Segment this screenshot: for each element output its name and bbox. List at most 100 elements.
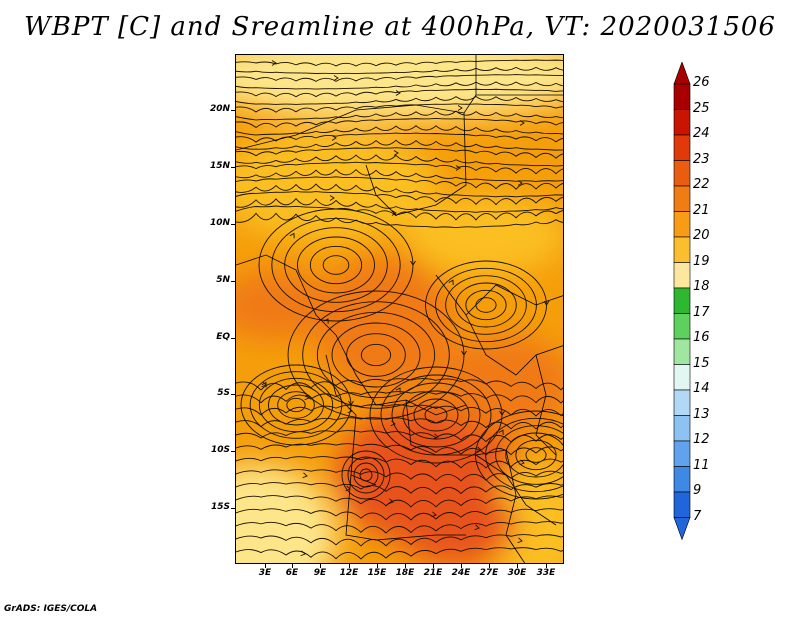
stream-arrow	[304, 394, 310, 401]
streamline	[236, 81, 563, 90]
lon-label: 9E	[313, 568, 327, 578]
colorbar-label: 26	[693, 75, 710, 90]
stream-arrow	[302, 472, 308, 479]
lat-label: 10S	[210, 445, 230, 455]
stream-arrow	[461, 350, 467, 356]
country-border	[465, 314, 563, 376]
map-svg	[236, 55, 563, 563]
lat-tick	[231, 508, 235, 509]
streamline	[236, 205, 563, 221]
streamline	[268, 384, 324, 426]
stream-arrow	[448, 279, 454, 285]
country-border	[335, 334, 467, 416]
streamline	[391, 382, 481, 448]
country-border	[236, 254, 337, 336]
streamline	[236, 132, 563, 143]
country-border	[325, 354, 377, 486]
streamline	[322, 255, 350, 275]
streamline	[286, 397, 306, 413]
colorbar-swatch	[673, 313, 691, 340]
colorbar-swatch	[673, 211, 691, 238]
streamline	[236, 198, 563, 213]
colorbar-label: 13	[693, 406, 710, 422]
streamline	[236, 508, 563, 521]
stream-arrow	[474, 524, 480, 531]
lat-label: 20N	[209, 104, 230, 114]
colorbar-swatch	[673, 415, 691, 442]
colorbar-label: 14	[693, 381, 710, 396]
streamline	[236, 443, 563, 456]
lon-label: 24E	[451, 568, 471, 578]
streamline	[236, 378, 563, 391]
streamline	[236, 117, 563, 129]
streamline	[346, 333, 406, 377]
streamline	[297, 236, 375, 294]
streamline	[236, 404, 563, 417]
streamline	[465, 289, 507, 321]
colorbar-swatch	[673, 287, 691, 314]
colorbar-label: 21	[693, 202, 710, 218]
streamline	[236, 154, 563, 167]
stream-arrow	[517, 180, 523, 186]
colorbar-label: 20	[693, 228, 710, 243]
lat-tick	[231, 338, 235, 339]
stream-arrow	[517, 537, 523, 544]
country-border	[236, 94, 477, 151]
colorbar-swatch	[673, 440, 691, 467]
lat-tick	[231, 451, 235, 452]
lon-tick	[461, 564, 462, 568]
colorbar-label: 11	[693, 457, 710, 473]
lon-tick	[349, 564, 350, 568]
stream-arrow	[331, 135, 337, 141]
lon-label: 27E	[479, 568, 499, 578]
lon-label: 6E	[285, 568, 299, 578]
stream-arrow	[455, 165, 461, 171]
stream-arrow	[388, 498, 394, 505]
colorbar	[673, 62, 691, 541]
streamlines	[236, 59, 563, 560]
stream-arrow	[395, 387, 401, 393]
stream-arrow	[323, 318, 329, 324]
stream-arrow	[300, 550, 306, 557]
lat-tick	[231, 110, 235, 111]
colorbar-label: 18	[693, 279, 710, 294]
lat-tick	[231, 281, 235, 282]
field-patch	[316, 255, 456, 395]
colorbar-swatch	[673, 466, 691, 493]
streamline	[495, 425, 563, 485]
country-border	[365, 112, 467, 216]
streamline	[236, 456, 563, 469]
stream-arrow	[393, 150, 399, 156]
stream-arrow	[519, 459, 525, 466]
stream-arrow	[519, 120, 525, 126]
streamline	[271, 217, 401, 313]
lon-label: 18E	[395, 568, 415, 578]
colorbar-swatch	[673, 236, 691, 263]
colorbar-label: 17	[693, 304, 710, 320]
colorbar-label: 15	[693, 355, 710, 371]
colorbar-swatch	[673, 491, 691, 518]
country-borders	[236, 55, 563, 563]
colorbar-label: 19	[693, 253, 710, 269]
streamline	[236, 74, 563, 82]
colorbar-swatch	[673, 160, 691, 187]
streamline	[277, 391, 315, 419]
streamline	[236, 534, 563, 547]
streamline	[236, 110, 563, 121]
colorbar-label: 25	[693, 100, 710, 116]
stream-arrow	[457, 105, 463, 111]
streamline	[302, 301, 450, 409]
lat-label: 15S	[210, 502, 230, 512]
lat-label: 5N	[216, 275, 230, 285]
streamline	[236, 66, 563, 75]
streamline	[236, 430, 563, 443]
colorbar-swatch	[673, 338, 691, 365]
streamline	[249, 371, 343, 439]
colorbar-swatch	[673, 109, 691, 136]
streamline	[236, 417, 563, 430]
country-border	[435, 274, 563, 316]
lat-label: 10N	[209, 218, 230, 228]
streamline	[236, 161, 563, 175]
streamline	[236, 521, 563, 534]
streamline	[236, 212, 563, 229]
